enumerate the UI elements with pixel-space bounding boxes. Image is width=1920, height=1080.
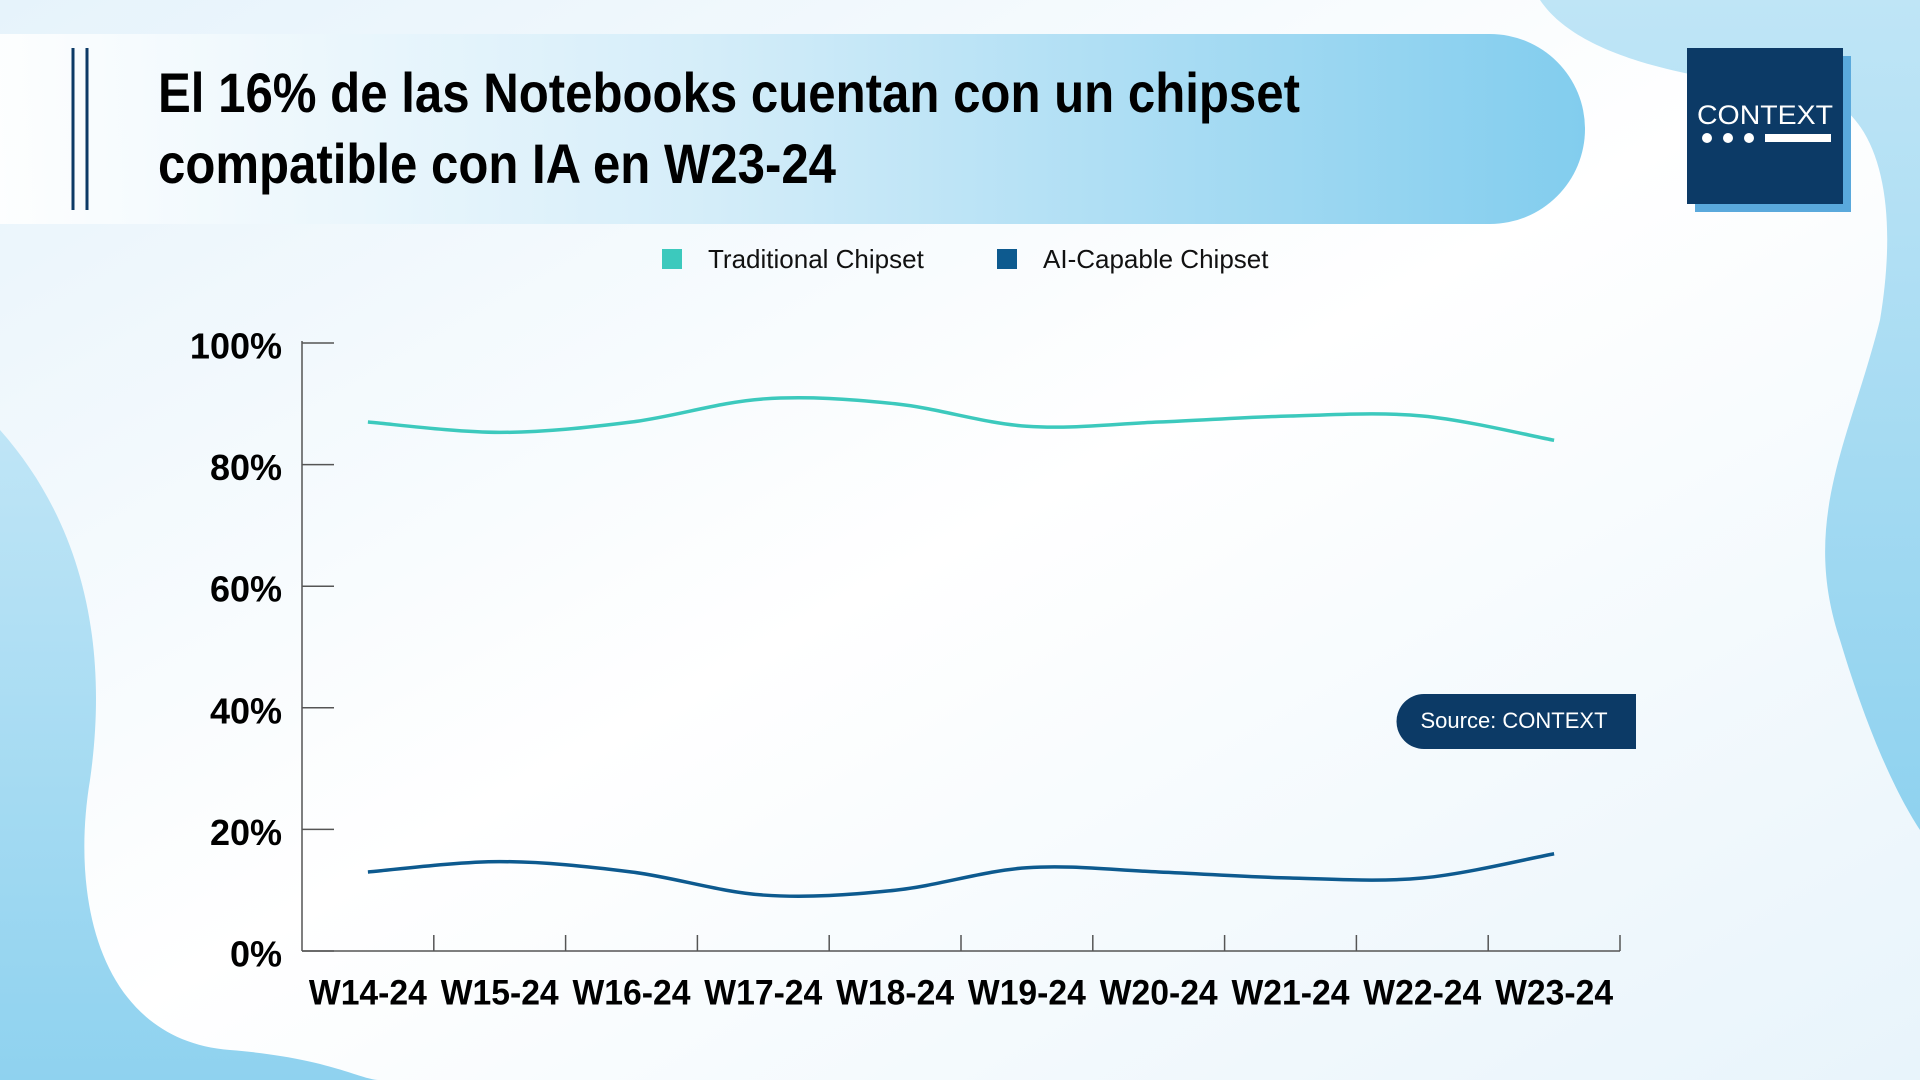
logo: [1687, 48, 1843, 204]
x-tick-label: W16-24: [573, 973, 692, 1012]
x-tick-label: W14-24: [309, 973, 428, 1012]
x-tick-label: W23-24: [1495, 973, 1614, 1012]
series-line: [367, 851, 1555, 898]
decor-blob: [0, 430, 380, 1080]
legend-swatch: [997, 249, 1017, 269]
logo-dot: [1723, 133, 1733, 143]
chart-title: El 16% de las Notebooks cuentan con un c…: [158, 61, 1300, 124]
decor-wave: [1540, 0, 1920, 830]
logo-dot: [1702, 133, 1712, 143]
y-tick-label: 100%: [190, 326, 282, 367]
y-tick-label: 20%: [210, 812, 282, 853]
logo-text: CONTEXT: [1697, 100, 1833, 130]
chart-title: compatible con IA en W23-24: [158, 132, 836, 195]
y-tick-label: 80%: [210, 447, 282, 488]
x-tick-label: W22-24: [1363, 973, 1482, 1012]
x-tick-label: W15-24: [441, 973, 560, 1012]
x-tick-label: W20-24: [1100, 973, 1219, 1012]
x-tick-label: W18-24: [836, 973, 955, 1012]
title-banner: [0, 34, 1585, 224]
source-badge: [1396, 694, 1636, 749]
y-tick-label: 0%: [230, 934, 282, 975]
y-tick-label: 60%: [210, 569, 282, 610]
x-tick-label: W17-24: [704, 973, 823, 1012]
series-line: [367, 396, 1555, 443]
legend-swatch: [662, 249, 682, 269]
x-tick-label: W19-24: [968, 973, 1087, 1012]
legend-label: AI-Capable Chipset: [1043, 244, 1269, 274]
source-label: Source: CONTEXT: [1420, 708, 1607, 733]
logo-dot: [1744, 133, 1754, 143]
legend-label: Traditional Chipset: [708, 244, 925, 274]
logo-bar: [1765, 134, 1831, 142]
x-tick-label: W21-24: [1232, 973, 1351, 1012]
y-tick-label: 40%: [210, 690, 282, 731]
